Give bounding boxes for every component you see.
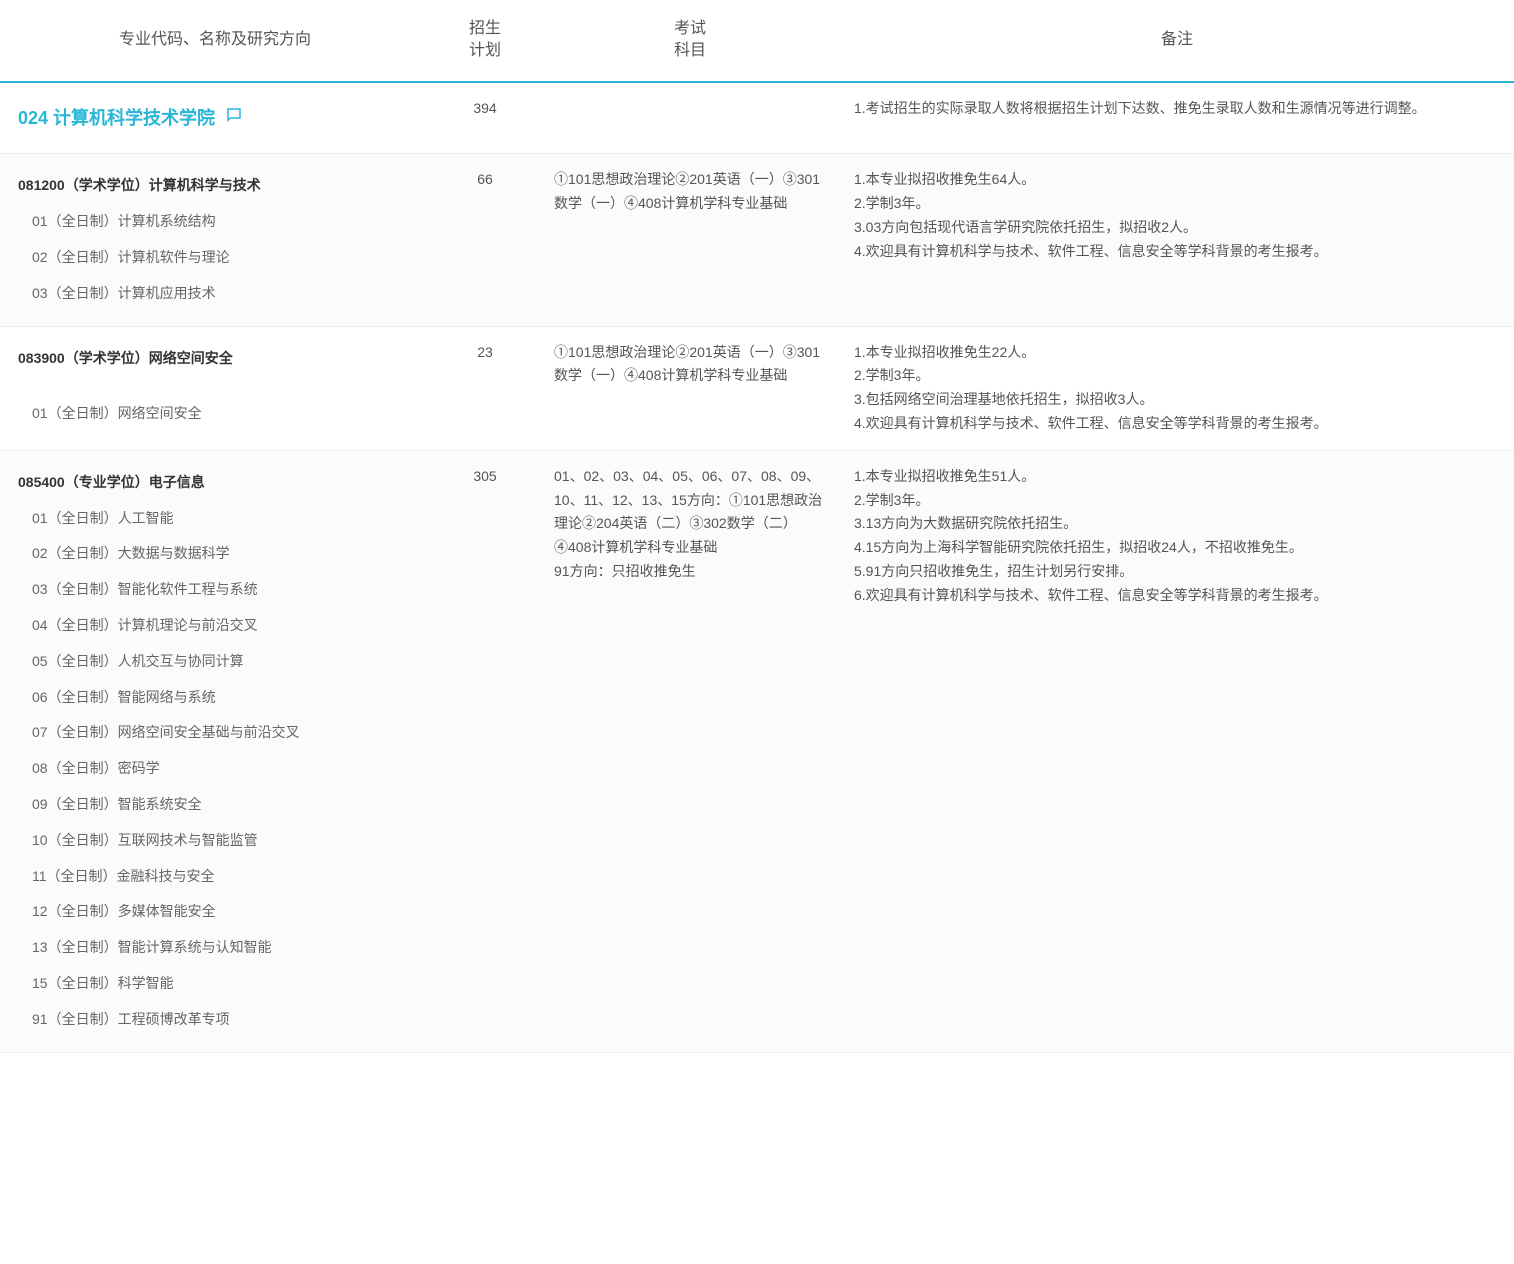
direction-item: 01（全日制）计算机系统结构 <box>18 204 420 240</box>
header-plan: 招生 计划 <box>430 0 540 81</box>
direction-item: 02（全日制）计算机软件与理论 <box>18 240 420 276</box>
major-plan: 23 <box>430 327 540 450</box>
college-row: 024 计算机科学技术学院 394 1.考试招生的实际录取人数将根据招生计划下达… <box>0 83 1514 155</box>
direction-item: 03（全日制）计算机应用技术 <box>18 276 420 312</box>
direction-item: 03（全日制）智能化软件工程与系统 <box>18 572 420 608</box>
direction-item: 15（全日制）科学智能 <box>18 966 420 1002</box>
direction-item: 01（全日制）人工智能 <box>18 501 420 537</box>
college-title-wrap: 024 计算机科学技术学院 <box>18 97 243 140</box>
direction-item: 12（全日制）多媒体智能安全 <box>18 894 420 930</box>
college-title[interactable]: 024 计算机科学技术学院 <box>18 103 215 134</box>
direction-item: 13（全日制）智能计算系统与认知智能 <box>18 930 420 966</box>
major-row: 083900（学术学位）网络空间安全 01（全日制）网络空间安全 23 ①101… <box>0 327 1514 451</box>
header-exam: 考试 科目 <box>540 0 840 81</box>
college-plan: 394 <box>430 83 540 154</box>
major-row: 085400（专业学位）电子信息 01（全日制）人工智能 02（全日制）大数据与… <box>0 451 1514 1053</box>
college-note: 1.考试招生的实际录取人数将根据招生计划下达数、推免生录取人数和生源情况等进行调… <box>840 83 1514 154</box>
major-exam: 01、02、03、04、05、06、07、08、09、10、11、12、13、1… <box>540 451 840 1052</box>
major-title[interactable]: 083900（学术学位）网络空间安全 <box>18 341 420 377</box>
major-plan: 66 <box>430 154 540 325</box>
direction-item: 11（全日制）金融科技与安全 <box>18 859 420 895</box>
direction-item: 05（全日制）人机交互与协同计算 <box>18 644 420 680</box>
major-exam: ①101思想政治理论②201英语（一）③301数学（一）④408计算机学科专业基… <box>540 327 840 450</box>
major-note: 1.本专业拟招收推免生22人。 2.学制3年。 3.包括网络空间治理基地依托招生… <box>840 327 1514 450</box>
major-note: 1.本专业拟招收推免生64人。 2.学制3年。 3.03方向包括现代语言学研究院… <box>840 154 1514 325</box>
table-body: 024 计算机科学技术学院 394 1.考试招生的实际录取人数将根据招生计划下达… <box>0 83 1514 1053</box>
header-major: 专业代码、名称及研究方向 <box>0 0 430 81</box>
major-title[interactable]: 085400（专业学位）电子信息 <box>18 465 420 501</box>
comment-icon[interactable] <box>225 103 243 134</box>
direction-item: 09（全日制）智能系统安全 <box>18 787 420 823</box>
admissions-table: 专业代码、名称及研究方向 招生 计划 考试 科目 备注 024 计算机科学技术学… <box>0 0 1514 1053</box>
direction-item: 07（全日制）网络空间安全基础与前沿交叉 <box>18 715 420 751</box>
direction-item: 02（全日制）大数据与数据科学 <box>18 536 420 572</box>
direction-item: 91（全日制）工程硕博改革专项 <box>18 1002 420 1038</box>
direction-item: 08（全日制）密码学 <box>18 751 420 787</box>
major-plan: 305 <box>430 451 540 1052</box>
major-exam: ①101思想政治理论②201英语（一）③301数学（一）④408计算机学科专业基… <box>540 154 840 325</box>
direction-item: 01（全日制）网络空间安全 <box>18 396 420 432</box>
table-header: 专业代码、名称及研究方向 招生 计划 考试 科目 备注 <box>0 0 1514 83</box>
header-note: 备注 <box>840 0 1514 81</box>
college-exam <box>540 83 840 154</box>
major-row: 081200（学术学位）计算机科学与技术 01（全日制）计算机系统结构 02（全… <box>0 154 1514 326</box>
major-note: 1.本专业拟招收推免生51人。 2.学制3年。 3.13方向为大数据研究院依托招… <box>840 451 1514 1052</box>
major-title[interactable]: 081200（学术学位）计算机科学与技术 <box>18 168 420 204</box>
direction-item: 04（全日制）计算机理论与前沿交叉 <box>18 608 420 644</box>
direction-item: 10（全日制）互联网技术与智能监管 <box>18 823 420 859</box>
direction-item: 06（全日制）智能网络与系统 <box>18 680 420 716</box>
